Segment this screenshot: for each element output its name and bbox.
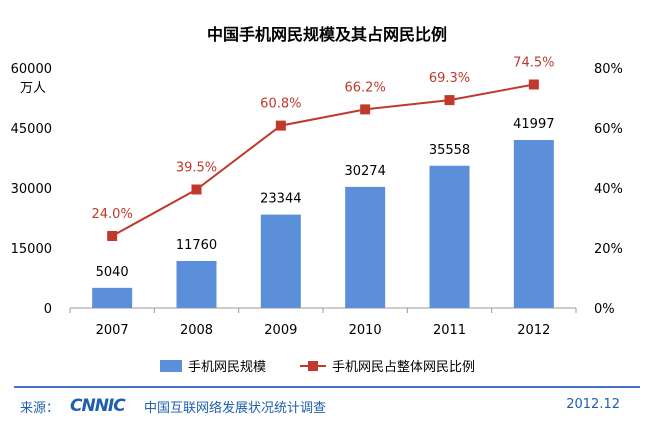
y-left-tick-label: 15000 (11, 242, 52, 257)
y-right-tick-label: 20% (594, 242, 623, 257)
bar-data-label: 5040 (96, 265, 129, 280)
y-left-tick-label: 45000 (11, 122, 52, 137)
y-right-tick-label: 40% (594, 182, 623, 197)
legend-marker (308, 361, 318, 371)
legend-label-bar: 手机网民规模 (188, 360, 266, 375)
footer-divider (14, 386, 640, 388)
legend-label-line: 手机网民占整体网民比例 (332, 360, 475, 375)
chart: 中国手机网民规模及其占网民比例 0 15000 30000 45000 60000 万人 0%… (11, 25, 623, 375)
bar (429, 165, 470, 308)
line-data-label: 74.5% (513, 56, 554, 71)
line-marker (360, 104, 371, 115)
bar-data-label: 11760 (176, 238, 217, 253)
y-left-unit: 万人 (20, 81, 46, 96)
bar (92, 287, 133, 308)
bar (513, 140, 554, 308)
source-name: 中国互联网络发展状况统计调查 (144, 401, 327, 416)
bar-data-label: 30274 (344, 164, 385, 179)
line-data-label: 60.8% (260, 97, 301, 112)
bar-data-label: 41997 (513, 117, 554, 132)
line-marker (275, 120, 286, 131)
line-marker (444, 95, 455, 106)
y-left-tick-label: 30000 (11, 182, 52, 197)
line-series (111, 83, 535, 237)
chart-title: 中国手机网民规模及其占网民比例 (207, 25, 447, 44)
line-data-label: 69.3% (429, 71, 470, 86)
line-marker (107, 231, 118, 241)
y-right-tick-label: 60% (594, 122, 623, 137)
y-right-tick-label: 80% (594, 62, 623, 77)
source-label: 来源： (20, 401, 60, 416)
line-data-label: 39.5% (176, 161, 217, 176)
x-tick-label: 2007 (96, 323, 129, 338)
cnnic-logo: CNNIC (70, 396, 127, 415)
bar-data-label: 35558 (429, 143, 470, 158)
line-marker (528, 79, 539, 90)
y-left-tick-label: 0 (44, 302, 52, 317)
legend-swatch-bar (160, 360, 182, 372)
line-data-label: 24.0% (92, 207, 133, 222)
line-data-label: 66.2% (345, 80, 386, 95)
bar (260, 214, 301, 308)
y-right-tick-label: 0% (594, 302, 615, 317)
bar (345, 186, 386, 308)
x-tick-label: 2008 (180, 323, 213, 338)
x-tick-label: 2010 (349, 323, 382, 338)
y-left-tick-label: 60000 (11, 62, 52, 77)
report-date: 2012.12 (566, 397, 620, 412)
svg-text:CNNIC: CNNIC (70, 396, 126, 415)
x-tick-label: 2012 (517, 323, 550, 338)
x-tick-label: 2009 (264, 323, 297, 338)
line-marker (191, 184, 202, 195)
bar-data-label: 23344 (260, 192, 301, 207)
x-tick-label: 2011 (433, 323, 466, 338)
bar (176, 260, 217, 308)
footer: 来源： CNNIC 中国互联网络发展状况统计调查 2012.12 (20, 395, 620, 417)
